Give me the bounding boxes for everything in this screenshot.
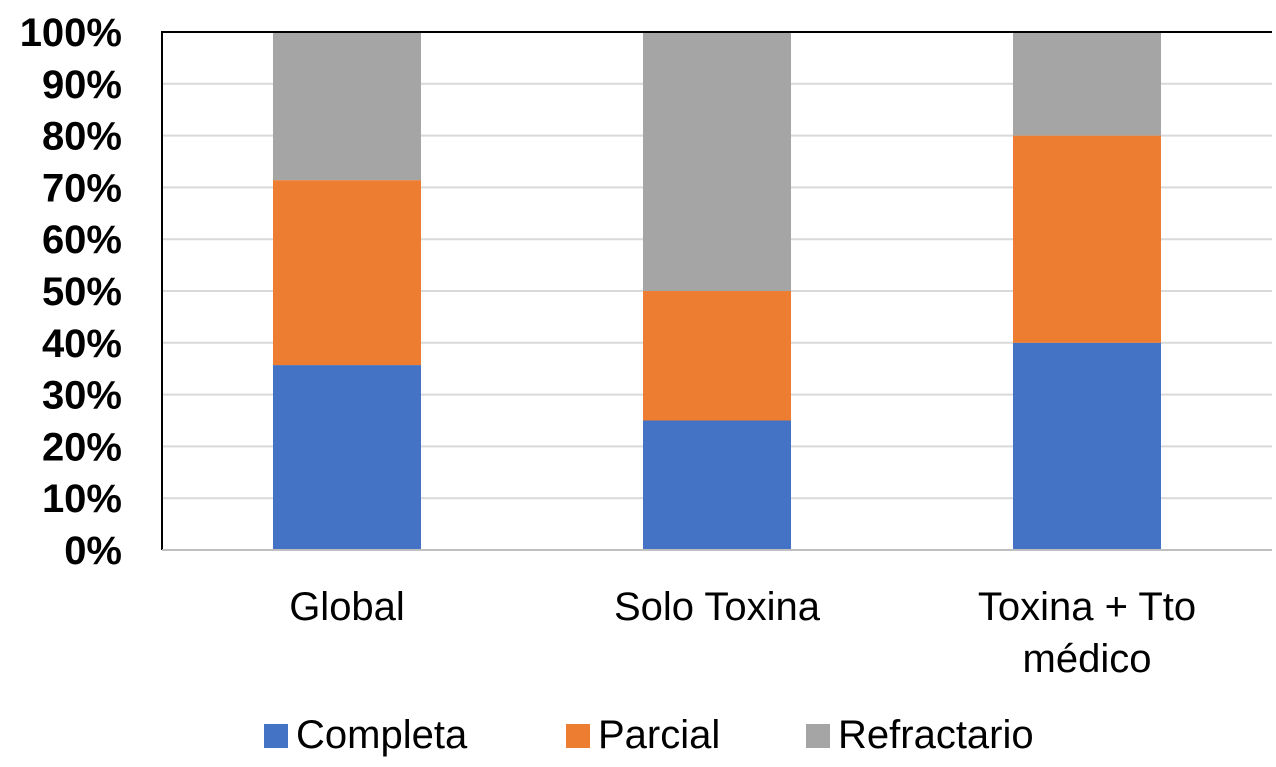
category-label: Global — [289, 585, 405, 629]
y-tick-labels: 0% 10% 20% 30% 40% 50% 60% 70% 80% 90% 100% — [20, 11, 122, 573]
y-tick-label: 30% — [42, 374, 122, 418]
y-tick-label: 10% — [42, 477, 122, 521]
legend: Completa Parcial Refractario — [264, 713, 1034, 757]
legend-swatch-refractario — [806, 724, 830, 748]
bar-segment-completa — [643, 420, 791, 550]
category-label-line: Global — [289, 585, 405, 629]
category-label-line: Solo Toxina — [614, 585, 821, 629]
bar-segment-parcial — [273, 180, 421, 366]
legend-label-refractario: Refractario — [838, 713, 1034, 757]
bar-segment-refractario — [643, 32, 791, 291]
category-label: Solo Toxina — [614, 585, 821, 629]
bar-segment-refractario — [273, 32, 421, 181]
y-tick-label: 90% — [42, 63, 122, 107]
y-tick-label: 50% — [42, 270, 122, 314]
category-label-line: Toxina + Tto — [978, 585, 1196, 629]
category-labels: Global Solo Toxina Toxina + Tto médico — [289, 585, 1196, 681]
bar-segment-completa — [1013, 342, 1161, 550]
bar-segment-parcial — [643, 291, 791, 421]
bars — [273, 32, 1161, 550]
category-label: Toxina + Tto médico — [978, 585, 1196, 681]
y-tick-label: 100% — [20, 11, 122, 55]
y-tick-label: 80% — [42, 115, 122, 159]
bar-segment-refractario — [1013, 32, 1161, 136]
legend-label-parcial: Parcial — [598, 713, 720, 757]
legend-label-completa: Completa — [296, 713, 468, 757]
legend-swatch-completa — [264, 724, 288, 748]
bar-segment-parcial — [1013, 135, 1161, 343]
y-tick-label: 60% — [42, 218, 122, 262]
y-tick-label: 20% — [42, 425, 122, 469]
y-tick-label: 0% — [64, 529, 122, 573]
legend-swatch-parcial — [566, 724, 590, 748]
bar-segment-completa — [273, 365, 421, 550]
axes — [161, 31, 1272, 551]
y-tick-label: 70% — [42, 166, 122, 210]
category-label-line: médico — [1023, 637, 1152, 681]
y-tick-label: 40% — [42, 322, 122, 366]
